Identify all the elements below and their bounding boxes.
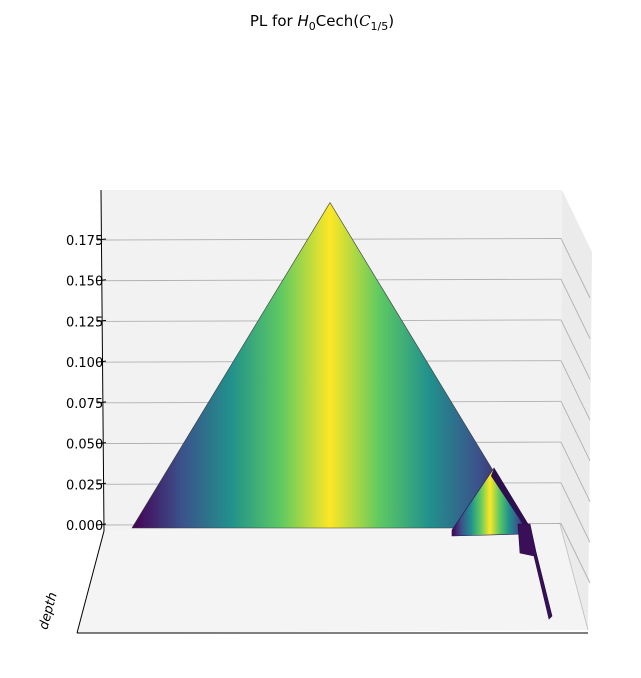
depth-axis-label: depth [36, 591, 60, 631]
z-tick-mark [96, 319, 107, 322]
z-tick-label: 0.025 [66, 478, 103, 493]
gridline-side [560, 482, 591, 543]
gridline-side [560, 523, 591, 584]
gridline-side [560, 441, 591, 502]
z-axis-line [100, 189, 105, 532]
landscape-peak-1 [131, 201, 529, 529]
z-tick-mark [96, 401, 107, 404]
gridline-side [560, 238, 591, 299]
z-tick-mark [96, 238, 107, 241]
gridline-side [560, 401, 591, 462]
z-tick-label: 0.050 [66, 438, 103, 453]
z-tick-label: 0.075 [66, 397, 103, 412]
chart-title: PL for H0Cech(C1/5) [250, 12, 394, 33]
z-tick-mark [96, 482, 107, 485]
z-tick-label: 0.150 [66, 275, 103, 290]
gridline-side [560, 360, 591, 421]
landscape-surfaces [131, 201, 553, 620]
z-tick-mark [96, 279, 107, 282]
z-tick-label: 0.000 [66, 519, 103, 534]
gridline-side [560, 279, 591, 339]
z-tick-label: 0.175 [66, 234, 103, 249]
z-tick-mark [96, 360, 107, 363]
z-tick-label: 0.125 [66, 315, 103, 330]
z-tick-mark [96, 442, 107, 445]
z-tick-label: 0.100 [66, 356, 103, 371]
floor-pane [77, 524, 588, 633]
right-pane [560, 190, 592, 630]
right-floor-edge [559, 523, 589, 631]
landscape-peak-3 [517, 523, 553, 620]
z-tick-mark [96, 523, 107, 526]
depth-axis-line [76, 530, 105, 634]
z-ticks: 0.000 0.025 0.050 0.075 0.100 0.125 0.150 0.175 [66, 234, 107, 534]
landscape-peak-2-edge [491, 468, 528, 526]
gridline-side [560, 319, 591, 380]
